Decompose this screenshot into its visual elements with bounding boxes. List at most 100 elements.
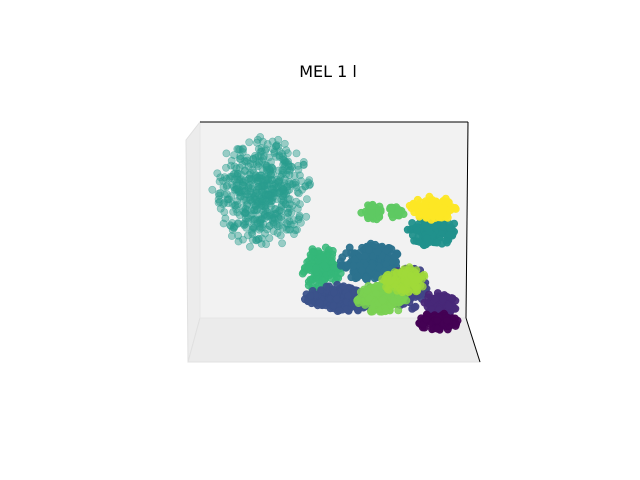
scatter-points bbox=[208, 133, 462, 334]
scatter-point bbox=[406, 271, 415, 280]
scatter-point bbox=[353, 296, 362, 305]
scatter-point bbox=[253, 205, 261, 214]
scatter-point bbox=[425, 192, 434, 201]
scatter-point bbox=[423, 208, 432, 217]
scatter-point bbox=[274, 189, 283, 198]
scatter-point bbox=[239, 235, 247, 244]
scatter-point bbox=[238, 148, 247, 156]
scatter-point bbox=[233, 169, 242, 178]
scatter-point bbox=[372, 289, 380, 298]
scatter-point bbox=[262, 212, 271, 221]
scatter-point bbox=[250, 205, 259, 214]
scatter-point bbox=[277, 215, 286, 224]
scatter-point bbox=[424, 293, 433, 302]
scatter-point bbox=[240, 157, 249, 165]
scatter-point bbox=[443, 213, 452, 222]
scatter-point bbox=[368, 262, 377, 271]
scatter-point bbox=[269, 227, 278, 236]
scatter-point bbox=[320, 261, 329, 270]
scatter-point bbox=[246, 176, 255, 185]
scatter-point bbox=[286, 220, 295, 229]
scatter-point bbox=[242, 196, 251, 205]
depth-axis-line bbox=[465, 317, 481, 363]
scatter-point bbox=[345, 243, 354, 252]
scatter-point bbox=[438, 295, 447, 304]
scatter-point bbox=[240, 182, 249, 190]
scatter-point bbox=[274, 135, 283, 144]
scatter-point bbox=[371, 240, 380, 249]
scatter-point bbox=[444, 301, 453, 310]
scatter-point bbox=[274, 177, 283, 186]
scatter-point bbox=[391, 252, 399, 261]
scatter-point bbox=[368, 302, 377, 311]
scatter-point bbox=[258, 202, 267, 210]
scatter-point bbox=[253, 198, 262, 206]
scatter-point bbox=[322, 282, 331, 291]
scatter-point bbox=[311, 277, 320, 286]
scatter-point bbox=[243, 231, 252, 240]
scatter-point bbox=[273, 222, 282, 231]
scatter-point bbox=[382, 306, 390, 315]
scatter-point bbox=[330, 288, 338, 297]
scatter-point bbox=[394, 208, 402, 216]
scatter-point bbox=[253, 216, 262, 225]
scatter-point bbox=[412, 266, 421, 275]
scatter-point bbox=[269, 219, 278, 228]
scatter-point bbox=[411, 302, 420, 311]
scatter-point bbox=[242, 223, 251, 232]
scatter-point bbox=[293, 188, 302, 196]
scatter-point bbox=[227, 161, 235, 170]
scatter-point bbox=[422, 315, 431, 324]
scatter-point bbox=[368, 202, 376, 211]
scatter-point bbox=[248, 225, 257, 234]
scatter-point bbox=[219, 183, 228, 192]
scatter-point bbox=[246, 196, 255, 204]
scatter-point bbox=[391, 282, 400, 291]
scatter-point bbox=[378, 296, 387, 305]
scatter-point bbox=[373, 247, 382, 256]
scatter-point bbox=[244, 214, 252, 222]
scatter-point bbox=[343, 291, 352, 300]
scatter-point bbox=[306, 291, 315, 300]
scatter-point bbox=[235, 155, 244, 163]
scatter-point bbox=[288, 180, 297, 189]
scatter-point bbox=[439, 197, 447, 206]
scatter-point bbox=[332, 295, 341, 303]
scatter-point bbox=[288, 163, 297, 171]
scatter-point bbox=[262, 163, 271, 172]
scatter-point bbox=[246, 184, 255, 192]
scatter-point bbox=[261, 197, 270, 206]
scatter-point bbox=[291, 226, 300, 235]
scatter-point bbox=[312, 264, 320, 272]
scatter-point bbox=[283, 149, 292, 158]
scatter-point bbox=[234, 237, 243, 246]
scatter-point bbox=[268, 163, 276, 172]
scatter-point bbox=[252, 138, 261, 147]
scatter-point bbox=[279, 166, 288, 175]
scatter-point bbox=[433, 316, 442, 325]
scatter-point bbox=[258, 137, 267, 146]
scatter-point bbox=[208, 185, 217, 194]
scatter-point bbox=[222, 163, 230, 172]
scatter-point bbox=[300, 295, 309, 304]
scatter-point bbox=[263, 140, 272, 148]
scatter-point bbox=[227, 232, 236, 240]
scatter-point bbox=[240, 192, 249, 201]
scatter-point bbox=[222, 182, 231, 191]
scatter-point bbox=[219, 200, 228, 209]
scatter-point bbox=[302, 212, 311, 221]
scatter-point bbox=[414, 232, 423, 241]
scatter-point bbox=[233, 208, 242, 217]
scatter-point bbox=[219, 176, 227, 185]
scatter-point bbox=[248, 235, 257, 244]
scatter-point bbox=[265, 222, 274, 230]
scatter-point bbox=[280, 139, 289, 148]
scatter-point bbox=[215, 191, 224, 200]
scatter-point bbox=[433, 324, 442, 333]
scatter-point bbox=[235, 163, 244, 172]
scatter-point bbox=[256, 133, 265, 141]
scatter-point bbox=[357, 266, 366, 275]
scatter-point bbox=[292, 149, 301, 158]
scatter-point bbox=[402, 278, 411, 287]
